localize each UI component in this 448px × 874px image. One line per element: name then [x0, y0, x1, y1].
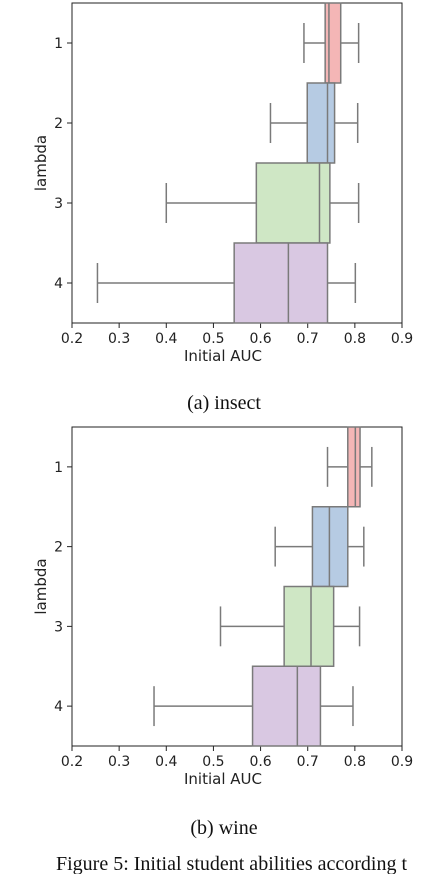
subfigure-caption: (b) wine — [190, 817, 257, 839]
box-lambda-4 — [153, 665, 354, 747]
box-lambda-4 — [96, 242, 357, 324]
box-lambda-3 — [219, 585, 361, 667]
plot-frame — [71, 426, 403, 747]
y-axis-label: lambda — [32, 558, 50, 614]
figure-caption: Figure 5: Initial student abilities acco… — [56, 853, 407, 874]
box-iqr — [283, 585, 335, 667]
x-tick-label: 0.4 — [155, 331, 177, 347]
box-iqr — [324, 2, 342, 84]
y-tick-label: 3 — [54, 619, 63, 635]
x-tick-label: 0.4 — [155, 754, 177, 770]
y-tick-label: 4 — [54, 276, 63, 292]
x-tick-label: 0.5 — [202, 754, 224, 770]
x-tick-label: 0.9 — [391, 754, 413, 770]
x-tick-label: 0.9 — [391, 331, 413, 347]
x-tick-label: 0.3 — [108, 331, 130, 347]
x-tick-label: 0.7 — [297, 331, 319, 347]
y-tick-label: 2 — [54, 116, 63, 132]
box-iqr — [255, 162, 331, 244]
y-tick-label: 1 — [54, 36, 63, 52]
chart-panel-wine: 0.2 0.3 0.4 0.5 0.6 0.7 0.8 0.9 1 2 3 4 Initial AUC l… — [32, 426, 413, 839]
y-tick-label: 4 — [54, 699, 63, 715]
box-lambda-2 — [269, 82, 359, 164]
x-tick-label: 0.2 — [61, 754, 83, 770]
x-tick-label: 0.3 — [108, 754, 130, 770]
chart-panel-insect: 0.2 0.3 0.4 0.5 0.6 0.7 0.8 0.9 1 2 3 4 Initial AUC l… — [32, 2, 413, 414]
y-tick-label: 2 — [54, 540, 63, 556]
x-tick-label: 0.6 — [249, 754, 271, 770]
y-axis-label: lambda — [32, 135, 50, 191]
x-tick-label: 0.8 — [344, 754, 366, 770]
box-lambda-2 — [274, 506, 365, 588]
box-iqr — [347, 426, 361, 508]
box-lambda-1 — [303, 2, 360, 84]
x-tick-label: 0.5 — [202, 331, 224, 347]
y-tick-label: 3 — [54, 196, 63, 212]
x-axis-label: Initial AUC — [184, 347, 262, 365]
x-tick-label: 0.2 — [61, 331, 83, 347]
box-iqr — [233, 242, 329, 324]
box-iqr — [306, 82, 336, 164]
box-lambda-1 — [326, 426, 373, 508]
x-tick-label: 0.6 — [249, 331, 271, 347]
box-lambda-3 — [165, 162, 360, 244]
x-tick-label: 0.7 — [297, 754, 319, 770]
y-tick-label: 1 — [54, 460, 63, 476]
x-axis-label: Initial AUC — [184, 770, 262, 788]
x-tick-label: 0.8 — [344, 331, 366, 347]
box-iqr — [251, 665, 322, 747]
subfigure-caption: (a) insect — [187, 392, 261, 414]
